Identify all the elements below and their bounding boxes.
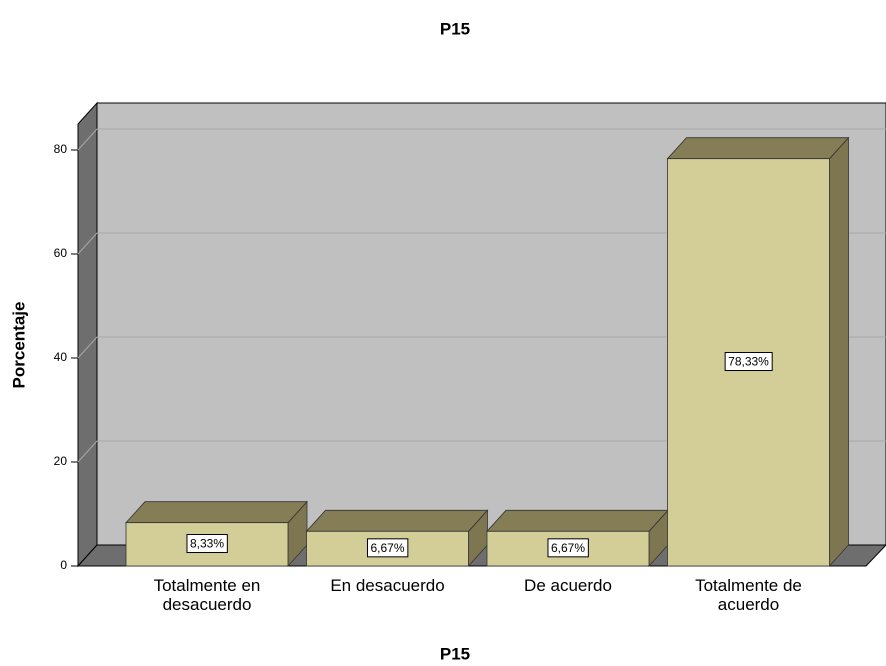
value-label: 8,33% <box>190 537 224 551</box>
bar-side <box>829 136 849 568</box>
bar <box>125 500 308 568</box>
value-label-box <box>724 352 773 372</box>
value-label: 78,33% <box>728 355 769 369</box>
bar <box>305 509 489 568</box>
x-tick-label: Totalmente de acuerdo <box>695 576 802 614</box>
x-axis-title: P15 <box>440 644 470 663</box>
y-axis-title: Porcentaje <box>9 302 28 389</box>
grid-line <box>77 336 98 359</box>
bar <box>666 136 850 568</box>
bar-top <box>125 501 308 524</box>
chart-title: P15 <box>440 19 470 38</box>
value-label-box <box>366 538 409 558</box>
bar-top <box>486 509 669 532</box>
x-tick-label-box: En desacuerdo <box>330 576 445 595</box>
value-label: 6,67% <box>551 541 585 555</box>
bar-top <box>666 137 850 160</box>
value-label-box <box>547 538 589 558</box>
x-tick-label-box: Totalmente en desacuerdo <box>153 576 261 614</box>
value-label: 6,67% <box>370 541 404 555</box>
y-tick-label: 20 <box>54 454 68 468</box>
x-tick-label: Totalmente en desacuerdo <box>153 576 261 614</box>
y-tick-label: 60 <box>54 246 68 260</box>
y-tick-label: 80 <box>54 142 68 156</box>
value-label-box <box>186 534 228 554</box>
x-tick-label: En desacuerdo <box>330 576 445 595</box>
left-wall <box>77 101 98 568</box>
x-tick-label-box: Totalmente de acuerdo <box>695 576 802 614</box>
grid-line <box>77 232 98 255</box>
bar <box>486 509 669 568</box>
x-tick-label: De acuerdo <box>524 576 612 595</box>
grid-line <box>77 128 98 151</box>
y-tick-label: 0 <box>60 558 67 572</box>
bar-top <box>305 509 489 532</box>
grid-line <box>77 440 98 463</box>
x-tick-label-box: De acuerdo <box>524 576 612 595</box>
y-tick-label: 40 <box>54 350 68 364</box>
